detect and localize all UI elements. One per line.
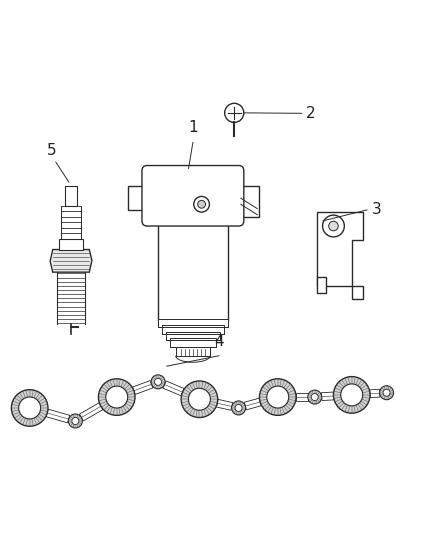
Circle shape — [11, 390, 48, 426]
Polygon shape — [79, 403, 103, 421]
Circle shape — [308, 390, 322, 404]
Polygon shape — [296, 393, 308, 401]
FancyBboxPatch shape — [142, 166, 244, 226]
Polygon shape — [352, 286, 363, 299]
Bar — [65, 187, 77, 206]
Polygon shape — [239, 186, 259, 217]
Bar — [176, 347, 210, 356]
Circle shape — [19, 397, 41, 419]
Polygon shape — [317, 212, 363, 286]
Text: 3: 3 — [371, 203, 381, 217]
Polygon shape — [163, 381, 184, 396]
Text: 1: 1 — [188, 119, 198, 135]
Polygon shape — [127, 186, 149, 210]
Circle shape — [194, 197, 209, 212]
Circle shape — [188, 388, 210, 410]
Circle shape — [198, 200, 205, 208]
Circle shape — [106, 386, 128, 408]
Bar — [166, 332, 220, 341]
Circle shape — [225, 103, 244, 123]
Bar — [170, 338, 216, 347]
Circle shape — [72, 417, 79, 424]
Circle shape — [155, 378, 162, 385]
Text: 2: 2 — [306, 106, 316, 121]
Circle shape — [380, 386, 393, 400]
Circle shape — [267, 386, 289, 408]
Circle shape — [383, 389, 390, 396]
Text: 5: 5 — [46, 143, 56, 158]
Bar — [158, 319, 228, 327]
Circle shape — [328, 221, 338, 231]
Polygon shape — [317, 277, 325, 293]
Circle shape — [341, 384, 363, 406]
Polygon shape — [46, 409, 70, 423]
Circle shape — [99, 379, 135, 415]
Bar — [59, 239, 83, 249]
Circle shape — [333, 377, 370, 413]
Circle shape — [259, 379, 296, 415]
Circle shape — [235, 405, 242, 411]
Polygon shape — [50, 249, 92, 272]
Bar — [158, 221, 228, 321]
Polygon shape — [133, 381, 153, 394]
Polygon shape — [216, 399, 233, 410]
Text: 4: 4 — [214, 334, 224, 349]
Circle shape — [151, 375, 165, 389]
Bar — [162, 325, 224, 334]
Polygon shape — [244, 398, 261, 410]
Circle shape — [311, 393, 318, 400]
Circle shape — [232, 401, 246, 415]
Circle shape — [181, 381, 218, 417]
Circle shape — [68, 414, 82, 428]
Polygon shape — [370, 389, 380, 398]
Polygon shape — [321, 392, 334, 401]
Circle shape — [322, 215, 344, 237]
